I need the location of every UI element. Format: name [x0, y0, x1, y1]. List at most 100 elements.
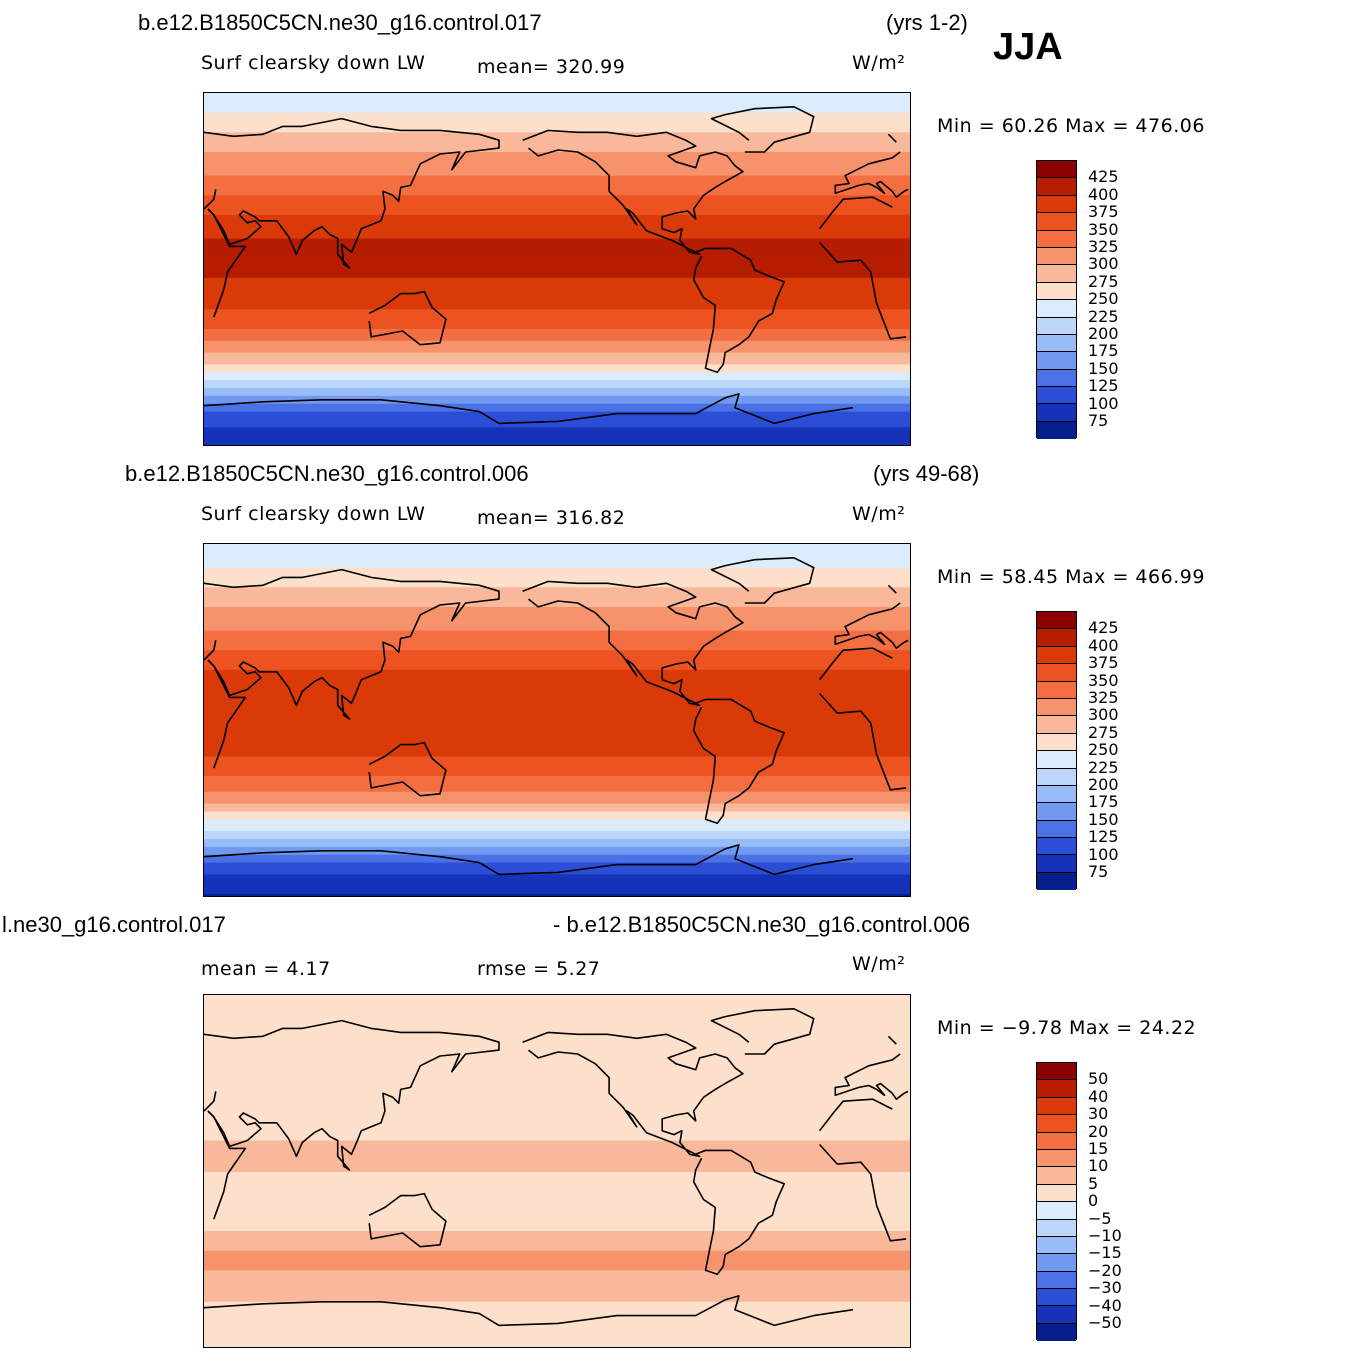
map-band [204, 575, 910, 580]
panel1-colorbar-tick-label: 150 [1088, 358, 1119, 378]
map-band [204, 1238, 910, 1244]
map-band [204, 630, 910, 636]
map-band [204, 1297, 910, 1303]
map-band [204, 136, 910, 141]
map-band [204, 1054, 910, 1059]
coastline [204, 1300, 500, 1327]
panel2-colorbar-tick-label: 400 [1088, 635, 1119, 655]
map-band [204, 1046, 910, 1051]
map-band [204, 721, 910, 726]
map-band [204, 713, 910, 718]
map-band [204, 226, 910, 232]
map-band [204, 1329, 910, 1334]
map-band [204, 336, 910, 342]
panel3-colorbar-tick-label: 40 [1088, 1086, 1109, 1106]
map-band [204, 618, 910, 624]
map-band [204, 606, 910, 612]
panel1-colorbar-tick-label: 275 [1088, 271, 1119, 291]
panel1-colorbar-swatch [1037, 317, 1076, 335]
map-band [204, 132, 910, 137]
coastline [522, 1031, 744, 1158]
map-band [204, 776, 910, 781]
map-band [204, 681, 910, 687]
coastline [834, 602, 909, 649]
coastline [887, 584, 897, 594]
map-band [204, 356, 910, 362]
map-band [204, 1223, 910, 1228]
map-band [204, 281, 910, 287]
map-band [204, 591, 910, 596]
panel2-colorbar-swatch [1037, 733, 1076, 752]
panel2-colorbar-swatch [1037, 838, 1076, 856]
coastline [819, 692, 907, 791]
panel1-colorbar-swatch [1037, 300, 1076, 318]
map-band [204, 1313, 910, 1319]
map-band [204, 266, 910, 271]
panel1-colorbar-swatch [1037, 387, 1076, 405]
coastline [498, 393, 854, 425]
panel1-colorbar-swatch [1037, 247, 1076, 266]
map-band [204, 93, 910, 98]
panel2-colorbar-tick-label: 275 [1088, 722, 1119, 742]
map-band [204, 1337, 910, 1342]
panel1-colorbar-tick-label: 375 [1088, 202, 1119, 222]
coastline [710, 106, 815, 153]
map-band [204, 96, 910, 102]
panel1-colorbar-swatch [1037, 352, 1076, 370]
panel2-colorbar-tick-label: 375 [1088, 653, 1119, 673]
map-band [204, 120, 910, 126]
panel3-years: - b.e12.B1850C5CN.ne30_g16.control.006 [553, 912, 971, 937]
coastline [819, 1143, 907, 1242]
panel1-colorbar-tick-label: 75 [1088, 411, 1109, 430]
map-band [204, 195, 910, 200]
map-band [204, 1254, 910, 1260]
map-band [204, 744, 910, 750]
map-band [204, 780, 910, 785]
map-band [204, 1109, 910, 1114]
map-band [204, 787, 910, 793]
panel2-colorbar-swatch [1037, 855, 1076, 873]
map-band [204, 211, 910, 216]
map-band [204, 846, 910, 852]
map-band [204, 1018, 910, 1024]
panel1-colorbar-swatch [1037, 230, 1076, 248]
panel3-units: W/m² [852, 953, 906, 975]
map-band [204, 1022, 910, 1028]
panel1-colorbar-tick-label: 125 [1088, 376, 1119, 396]
panel2-case-name: b.e12.B1850C5CN.ne30_g16.control.006 [125, 461, 529, 486]
map-band [204, 563, 910, 569]
panel2-map [203, 543, 911, 897]
map-band [204, 646, 910, 651]
map-band [204, 650, 910, 655]
map-band [204, 372, 910, 377]
map-band [204, 842, 910, 848]
map-band [204, 1042, 910, 1047]
panel3-colorbar-tick-label: −10 [1088, 1226, 1122, 1245]
panel2-colorbar-tick-label: 300 [1088, 705, 1119, 725]
map-band [204, 1341, 910, 1346]
map-band [204, 685, 910, 691]
map-band [204, 1286, 910, 1291]
map-band [204, 1168, 910, 1173]
map-band [204, 376, 910, 381]
panel3-colorbar-swatch [1037, 1184, 1076, 1203]
map-band [204, 1172, 910, 1177]
map-band [204, 439, 910, 444]
map-band [204, 1207, 910, 1212]
map-band [204, 427, 910, 432]
panel2-colorbar-swatch [1037, 681, 1076, 699]
map-band [204, 214, 910, 220]
map-band [204, 1203, 910, 1208]
map-band [204, 839, 910, 844]
map-band [204, 610, 910, 616]
map-band [204, 740, 910, 746]
map-band [204, 144, 910, 149]
panel2-colorbar-tick-label: 200 [1088, 775, 1119, 794]
map-band [204, 1290, 910, 1295]
map-band [204, 1116, 910, 1122]
panel2-colorbar-tick-label: 225 [1088, 757, 1119, 777]
panel2-units: W/m² [852, 503, 906, 525]
map-band [204, 1325, 910, 1330]
map-band [204, 894, 910, 896]
map-band [204, 547, 910, 553]
